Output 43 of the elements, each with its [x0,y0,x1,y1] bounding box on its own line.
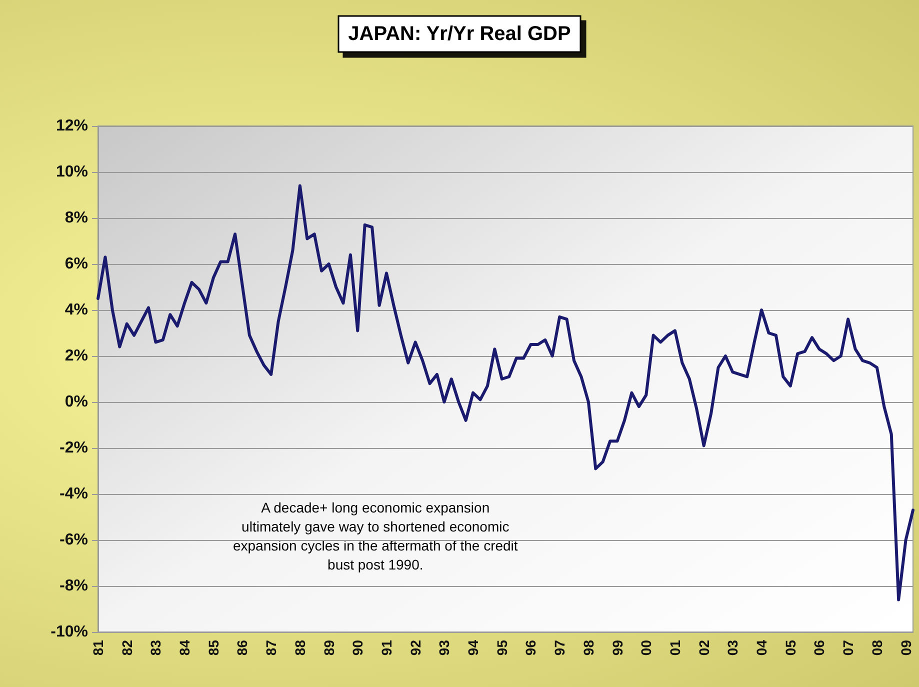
x-tick-label: 91 [378,640,394,656]
x-tick-label: 92 [407,640,424,656]
x-tick-label: 08 [868,640,885,656]
x-tick-label: 07 [840,640,856,656]
x-tick-label: 95 [494,640,510,656]
y-tick-label: 2% [64,348,88,364]
y-tick-label: 4% [64,302,88,318]
y-tick-label: 8% [64,210,88,226]
x-tick-label: 86 [234,640,250,656]
y-tick-label: 6% [64,256,88,272]
x-tick-label: 04 [754,640,770,656]
x-tick-label: 00 [638,640,654,656]
y-tick-label: -10% [50,624,88,640]
x-tick-label: 82 [118,640,135,656]
x-tick-label: 01 [666,640,683,656]
x-tick-label: 89 [320,640,337,656]
x-tick-label: 94 [465,640,482,656]
y-tick-label: 0% [64,394,88,410]
annotation: A decade+ long economic expansion ultimately gave way to shortened economic expansion cycles in the aftermath of the credit bust post 1990. [232,500,518,572]
x-tick-label: 84 [176,640,193,656]
x-tick-label: 85 [205,640,222,656]
y-tick-label: -6% [60,532,88,548]
x-tick-label: 02 [696,640,712,656]
y-tick-label: -8% [60,578,88,594]
chart-title: JAPAN: Yr/Yr Real GDP [348,23,571,45]
x-tick-label: 03 [724,640,741,656]
x-tick-label: 09 [898,640,914,656]
x-tick-label: 05 [782,640,798,656]
x-tick-label: 97 [552,640,568,656]
y-tick-label: -2% [60,440,88,456]
x-tick-label: 90 [350,640,366,656]
y-tick-label: 10% [56,164,88,180]
x-tick-label: 81 [90,640,106,656]
y-tick-label: -4% [60,486,88,502]
x-tick-label: 06 [811,640,828,656]
y-tick-label: 12% [56,118,88,134]
x-tick-label: 87 [263,640,280,656]
x-tick-label: 93 [436,640,452,656]
x-tick-label: 88 [292,640,308,656]
x-tick-label: 96 [522,640,539,656]
x-tick-label: 98 [580,640,596,656]
x-tick-label: 83 [148,640,164,656]
x-tick-label: 99 [609,640,626,656]
